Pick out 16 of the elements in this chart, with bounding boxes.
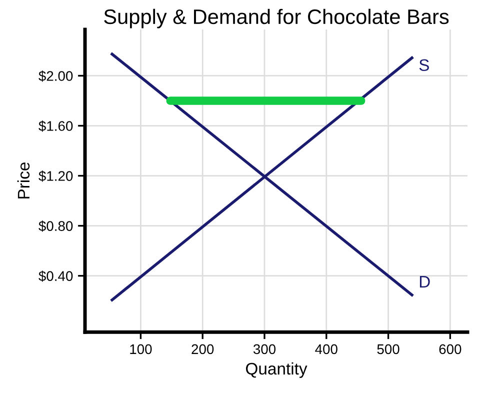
y-tick-label: $1.20 [38,170,73,182]
x-axis-title: Quantity [246,362,308,378]
y-tick-label: $1.60 [38,120,73,132]
x-tick-label: 100 [130,344,152,354]
y-tick-label: $0.80 [38,220,73,232]
y-axis-title: Price [17,162,30,198]
x-tick-label: 300 [253,344,276,354]
x-tick-label: 500 [377,344,400,354]
chart-title: Supply & Demand for Chocolate Bars [104,8,449,28]
series-label: D [420,276,430,288]
y-tick-label: $2.00 [38,70,73,82]
x-tick-label: 200 [192,344,214,354]
series-label: S [419,59,429,72]
x-tick-label: 400 [315,344,338,354]
x-tick-label: 600 [439,344,462,354]
y-tick-label: $0.40 [38,270,73,282]
